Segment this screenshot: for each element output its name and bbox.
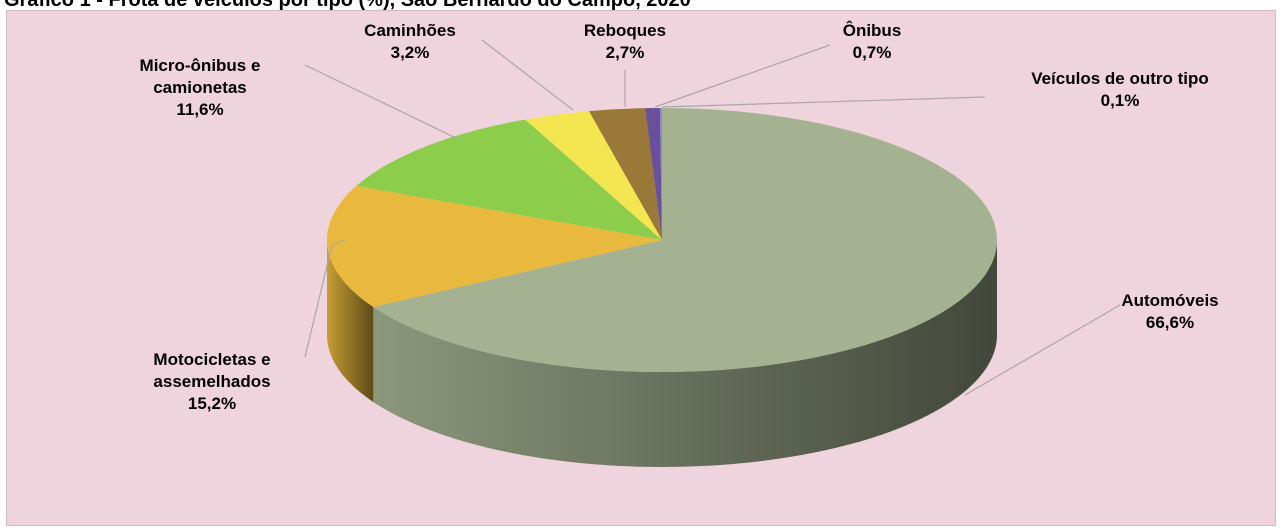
category: Ônibus — [842, 21, 902, 40]
leader-line — [304, 244, 333, 358]
pie — [327, 108, 998, 467]
leader-line — [481, 39, 574, 111]
value-label: 11,6% — [176, 100, 224, 119]
slice-top — [356, 119, 662, 240]
data-label: Automóveis 66,6% — [1070, 290, 1270, 334]
slice — [525, 111, 662, 240]
data-label: Veículos de outro tipo 0,1% — [970, 68, 1270, 112]
category: Motocicletas e assemelhados — [153, 350, 271, 391]
leader-line — [964, 304, 1121, 396]
leader-line — [304, 64, 461, 141]
value-label: 0,7% — [852, 43, 892, 62]
value-label: 2,7% — [605, 43, 645, 62]
category: Micro-ônibus e camionetas — [139, 56, 261, 97]
leader-line — [331, 239, 346, 246]
category: Caminhões — [364, 21, 456, 40]
slice-top — [659, 108, 662, 240]
slice-top — [327, 185, 662, 307]
leader-line — [654, 44, 831, 108]
slice-side-shade — [327, 240, 374, 402]
slice-top — [588, 108, 662, 241]
value-label: 66,6% — [1145, 313, 1195, 332]
slice-top — [525, 111, 662, 240]
data-label: Reboques 2,7% — [565, 20, 685, 64]
slice — [373, 108, 998, 467]
data-label: Motocicletas e assemelhados 15,2% — [117, 349, 307, 415]
category: Veículos de outro tipo — [1031, 69, 1209, 88]
slice-side-shade — [373, 240, 998, 467]
slice-top — [373, 108, 998, 373]
slice — [356, 119, 662, 240]
value-label: 3,2% — [390, 43, 430, 62]
slice-top — [645, 108, 662, 241]
data-label: Caminhões 3,2% — [350, 20, 470, 64]
data-label: Micro-ônibus e camionetas 11,6% — [113, 55, 288, 121]
category: Reboques — [583, 21, 667, 40]
value-label: 15,2% — [187, 394, 237, 413]
slice — [327, 185, 662, 402]
slice — [645, 108, 662, 241]
value-label: 0,1% — [1100, 91, 1140, 110]
chart-title: Gráfico 1 - Frota de veículos por tipo (… — [4, 0, 691, 11]
slice — [659, 108, 662, 240]
data-label: Ônibus 0,7% — [812, 20, 932, 64]
slice — [588, 108, 662, 241]
category: Automóveis — [1121, 291, 1219, 310]
leader-line — [661, 96, 986, 108]
